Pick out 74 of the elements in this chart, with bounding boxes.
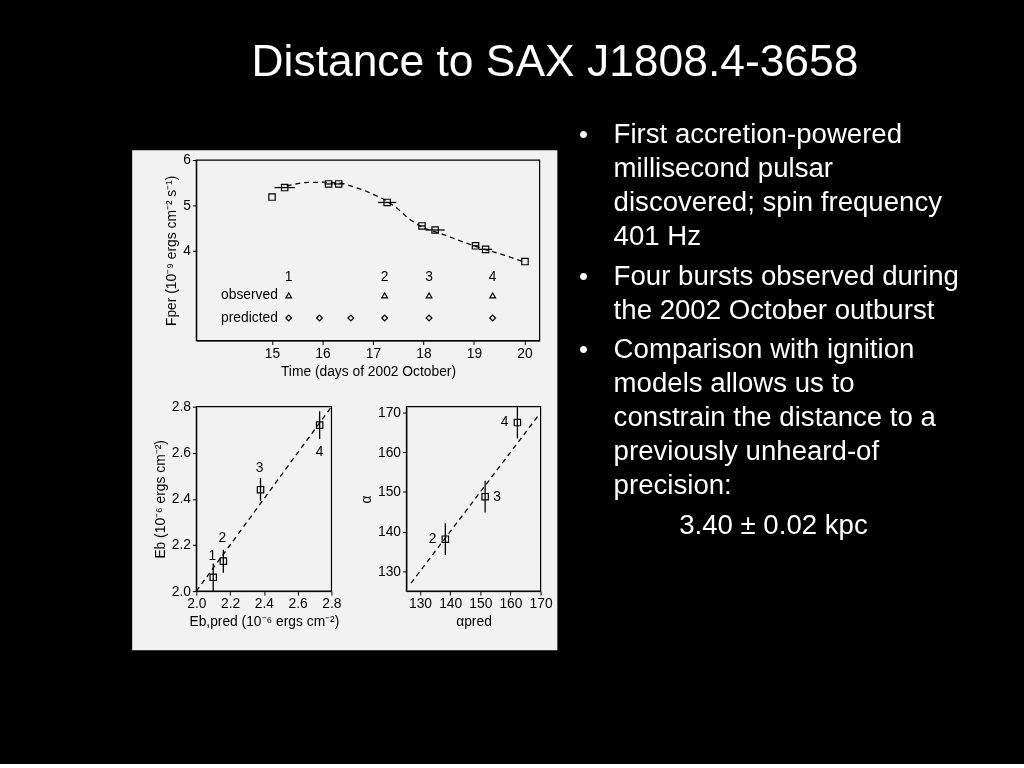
series-label: predicted (221, 308, 278, 325)
x-tick-label: 2.2 (221, 595, 241, 612)
y-tick-label: 2.6 (171, 444, 192, 461)
point (209, 573, 217, 582)
y-tick-label: 2.0 (171, 582, 192, 599)
text: • First accretion-powered millisecond pulsar discovered; spin frequency 401 Hz (579, 118, 943, 252)
x-tick-label: 130 (408, 595, 433, 612)
annotation: 3 (493, 487, 502, 504)
y-tick-label: 2.2 (171, 536, 191, 553)
x-tick-label: 20 (517, 344, 533, 361)
chart-title: Distance to SAX J1808.4-3658 (251, 36, 859, 86)
y-axis-title: Fper (10⁻⁹ ergs cm⁻² s⁻¹) (163, 175, 180, 327)
y-tick-label: 160 (377, 443, 402, 460)
y-tick-label: 6 (183, 151, 192, 168)
y-tick-label: 4 (183, 241, 192, 258)
annotation: 1 (284, 267, 293, 284)
annotation: 3 (255, 458, 264, 475)
text: 3.40 ± 0.02 kpc (679, 508, 868, 540)
y-axis-title: α (358, 495, 375, 504)
annotation: 3 (425, 267, 434, 284)
point (316, 314, 323, 322)
point (285, 292, 293, 299)
point (441, 535, 450, 543)
y-axis-title: Eb (10⁻⁶ ergs cm⁻²) (151, 440, 168, 559)
annotation: 2 (380, 267, 389, 284)
point (381, 314, 389, 322)
x-tick-label: 2.8 (322, 595, 342, 612)
x-tick-label: 15 (264, 344, 281, 361)
y-tick-label: 2.8 (171, 398, 192, 415)
x-tick-label: 150 (469, 595, 493, 612)
annotation: 2 (218, 529, 227, 546)
x-axis-title: Eb,pred (10⁻⁶ ergs cm⁻²) (189, 613, 340, 630)
x-tick-label: 16 (315, 344, 332, 361)
y-tick-label: 150 (377, 483, 402, 500)
point (381, 292, 389, 299)
point (219, 557, 228, 565)
point (489, 292, 497, 299)
text: • Comparison with ignition models allows us to constrain the distance to a previously unheard-of precision: (579, 333, 936, 501)
point (268, 193, 276, 201)
x-tick-label: 160 (499, 595, 523, 612)
text: • Four bursts observed during the 2002 October outburst (579, 259, 959, 325)
annotation: 4 (500, 413, 509, 430)
point (315, 421, 324, 429)
point (489, 314, 497, 322)
x-axis-title: Time (days of 2002 October) (280, 362, 457, 379)
y-tick-label: 2.4 (171, 490, 192, 507)
point (285, 314, 293, 322)
point (425, 292, 433, 299)
annotation: 2 (428, 530, 437, 547)
point (521, 257, 529, 266)
point (431, 226, 439, 234)
point (383, 198, 391, 207)
x-tick-label: 17 (365, 344, 382, 361)
x-tick-label: 19 (466, 344, 483, 361)
x-tick-label: 18 (416, 344, 432, 361)
y-tick-label: 170 (377, 404, 402, 421)
y-tick-label: 130 (377, 562, 402, 579)
x-tick-label: 140 (439, 595, 463, 612)
annotation: 1 (208, 546, 217, 563)
x-axis-title: αpred (456, 613, 492, 630)
y-tick-label: 140 (377, 523, 402, 540)
y-tick-label: 5 (183, 196, 192, 213)
x-tick-label: 2.4 (254, 595, 275, 612)
x-tick-label: 170 (529, 595, 553, 612)
annotation: 4 (488, 267, 497, 284)
point (481, 492, 489, 501)
point (418, 222, 426, 230)
point (347, 314, 355, 322)
annotation: 4 (315, 442, 324, 459)
point (513, 418, 522, 427)
point (280, 183, 289, 192)
point (256, 485, 265, 494)
x-tick-label: 2.6 (288, 595, 309, 612)
series-label: observed (221, 286, 278, 303)
